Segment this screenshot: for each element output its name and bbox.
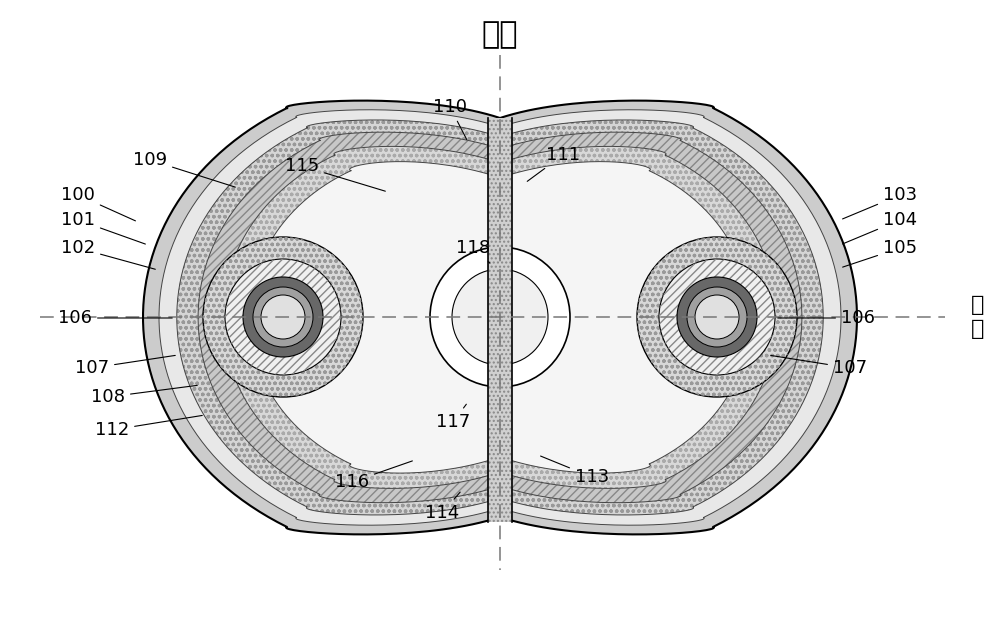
Text: 118: 118 <box>456 239 490 263</box>
Text: 110: 110 <box>433 98 467 140</box>
Polygon shape <box>198 132 802 503</box>
Text: 中
线: 中 线 <box>971 295 985 338</box>
Text: 112: 112 <box>95 415 202 439</box>
Circle shape <box>687 287 747 347</box>
Text: 111: 111 <box>527 146 580 182</box>
Text: 106: 106 <box>58 309 172 327</box>
Circle shape <box>430 247 570 387</box>
Polygon shape <box>198 132 802 503</box>
Polygon shape <box>223 147 777 488</box>
Text: 115: 115 <box>285 157 385 191</box>
Circle shape <box>452 269 548 365</box>
Text: 109: 109 <box>133 151 235 187</box>
Text: 106: 106 <box>778 309 875 327</box>
Polygon shape <box>177 120 823 515</box>
Text: 113: 113 <box>541 456 609 486</box>
Circle shape <box>677 277 757 357</box>
Text: 105: 105 <box>843 239 917 267</box>
Text: 100: 100 <box>61 186 135 221</box>
Circle shape <box>637 237 797 397</box>
Circle shape <box>225 259 341 375</box>
Text: 102: 102 <box>61 239 155 269</box>
Circle shape <box>253 287 313 347</box>
Polygon shape <box>177 120 823 515</box>
Text: 104: 104 <box>843 211 917 244</box>
Text: 108: 108 <box>91 385 197 406</box>
Polygon shape <box>488 118 512 522</box>
Polygon shape <box>223 147 777 488</box>
Polygon shape <box>159 110 841 525</box>
Circle shape <box>261 295 305 339</box>
Circle shape <box>659 259 775 375</box>
Text: 107: 107 <box>75 356 175 377</box>
Circle shape <box>695 295 739 339</box>
Text: 116: 116 <box>335 461 412 491</box>
Text: 中线: 中线 <box>482 20 518 50</box>
Text: 117: 117 <box>436 404 470 431</box>
Polygon shape <box>250 162 750 473</box>
Polygon shape <box>143 100 857 535</box>
Text: 101: 101 <box>61 211 145 244</box>
Text: 103: 103 <box>843 186 917 219</box>
Circle shape <box>243 277 323 357</box>
Circle shape <box>203 237 363 397</box>
Text: 107: 107 <box>771 356 867 377</box>
Text: 114: 114 <box>425 492 460 522</box>
Polygon shape <box>223 147 777 488</box>
